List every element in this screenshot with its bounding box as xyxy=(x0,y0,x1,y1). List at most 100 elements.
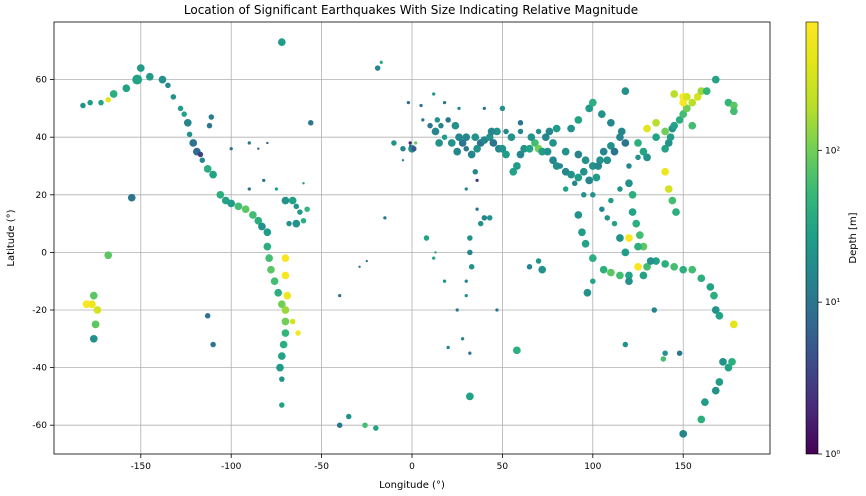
earthquake-point xyxy=(165,82,171,89)
colorbar-ticks: 10⁰ 10¹ 10² xyxy=(818,146,840,460)
earthquake-point xyxy=(197,151,204,158)
earthquake-point xyxy=(281,271,290,280)
earthquake-point xyxy=(432,92,436,96)
earthquake-point xyxy=(517,120,524,126)
earthquake-point xyxy=(517,128,524,135)
earthquake-point xyxy=(373,425,379,431)
earthquake-point xyxy=(701,398,709,407)
earthquake-point xyxy=(592,173,601,182)
earthquake-point xyxy=(400,145,406,152)
earthquake-point xyxy=(464,293,468,298)
earthquake-point xyxy=(604,215,611,221)
earthquake-point xyxy=(464,279,468,283)
earthquake-point xyxy=(445,117,451,123)
earthquake-point xyxy=(493,127,501,136)
earthquake-point xyxy=(297,209,303,215)
earthquake-point xyxy=(675,116,684,124)
earthquake-point xyxy=(276,363,284,372)
y-tick-label: -60 xyxy=(32,421,47,431)
earthquake-point xyxy=(281,196,290,205)
earthquake-point xyxy=(482,106,486,111)
earthquake-point xyxy=(652,118,660,127)
earthquake-point xyxy=(279,340,288,349)
earthquake-point xyxy=(621,248,630,257)
earthquake-point xyxy=(438,122,444,129)
earthquake-point xyxy=(431,127,440,136)
earthquake-point xyxy=(486,215,493,221)
earthquake-point xyxy=(362,422,368,428)
earthquake-point xyxy=(127,193,136,202)
earthquake-point xyxy=(639,271,648,280)
earthquake-point xyxy=(421,118,425,122)
y-tick-label: 20 xyxy=(36,191,48,201)
earthquake-point xyxy=(643,262,651,271)
earthquake-point xyxy=(208,114,215,120)
earthquake-point xyxy=(170,94,177,100)
earthquake-point xyxy=(688,98,697,107)
earthquake-point xyxy=(281,329,290,337)
earthquake-point xyxy=(266,141,269,145)
earthquake-point xyxy=(258,222,266,231)
earthquake-point xyxy=(277,352,286,360)
earthquake-point xyxy=(603,156,612,165)
earthquake-point xyxy=(652,133,660,142)
earthquake-point xyxy=(679,429,688,438)
earthquake-point xyxy=(345,413,352,420)
x-tick-label: 150 xyxy=(675,462,692,472)
earthquake-point xyxy=(660,356,667,362)
earthquake-point xyxy=(374,65,381,71)
earthquake-point xyxy=(625,234,633,242)
y-axis-label: Latitude (°) xyxy=(6,209,17,266)
earthquake-point xyxy=(358,265,361,268)
earthquake-point xyxy=(535,258,542,264)
earthquake-point xyxy=(711,306,720,314)
earthquake-point xyxy=(729,101,738,110)
earthquake-point xyxy=(93,306,102,314)
earthquake-point xyxy=(531,139,539,147)
earthquake-point xyxy=(710,291,718,300)
earthquake-point xyxy=(277,38,286,47)
earthquake-point xyxy=(552,124,561,133)
earthquake-point xyxy=(666,133,675,142)
earthquake-point xyxy=(571,180,578,187)
earthquake-point xyxy=(257,147,260,150)
earthquake-point xyxy=(682,104,691,113)
earthquake-point xyxy=(413,141,418,145)
earthquake-point xyxy=(281,317,290,326)
earthquake-point xyxy=(616,271,624,280)
earthquake-point xyxy=(279,376,285,382)
colorbar xyxy=(805,21,819,455)
earthquake-point xyxy=(626,163,632,169)
earthquake-point xyxy=(487,127,496,136)
earthquake-point xyxy=(89,291,98,300)
earthquake-point xyxy=(590,278,596,284)
earthquake-point xyxy=(574,173,583,182)
earthquake-point xyxy=(206,122,213,129)
earthquake-point xyxy=(427,122,433,129)
earthquake-point xyxy=(234,202,243,211)
earthquake-point xyxy=(104,251,113,260)
earthquake-point xyxy=(679,110,688,119)
earthquake-point xyxy=(281,306,290,314)
earthquake-point xyxy=(634,242,642,251)
colorbar-tick-label: 10² xyxy=(825,146,840,156)
earthquake-point xyxy=(599,147,608,156)
earthquake-point xyxy=(89,334,98,343)
earthquake-point xyxy=(455,133,463,142)
colorbar-tick-label: 10⁰ xyxy=(825,450,840,460)
earthquake-point xyxy=(661,167,669,176)
earthquake-point xyxy=(442,100,447,105)
earthquake-point xyxy=(652,257,660,265)
earthquake-point xyxy=(434,251,437,254)
earthquake-point xyxy=(693,93,702,101)
earthquake-point xyxy=(302,182,305,185)
earthquake-point xyxy=(274,187,279,191)
earthquake-point xyxy=(610,147,619,156)
earthquake-point xyxy=(495,308,499,312)
earthquake-point xyxy=(719,357,727,366)
earthquake-point xyxy=(599,265,608,274)
earthquake-point xyxy=(383,216,387,220)
earthquake-point xyxy=(643,153,651,162)
earthquake-point xyxy=(136,64,145,72)
